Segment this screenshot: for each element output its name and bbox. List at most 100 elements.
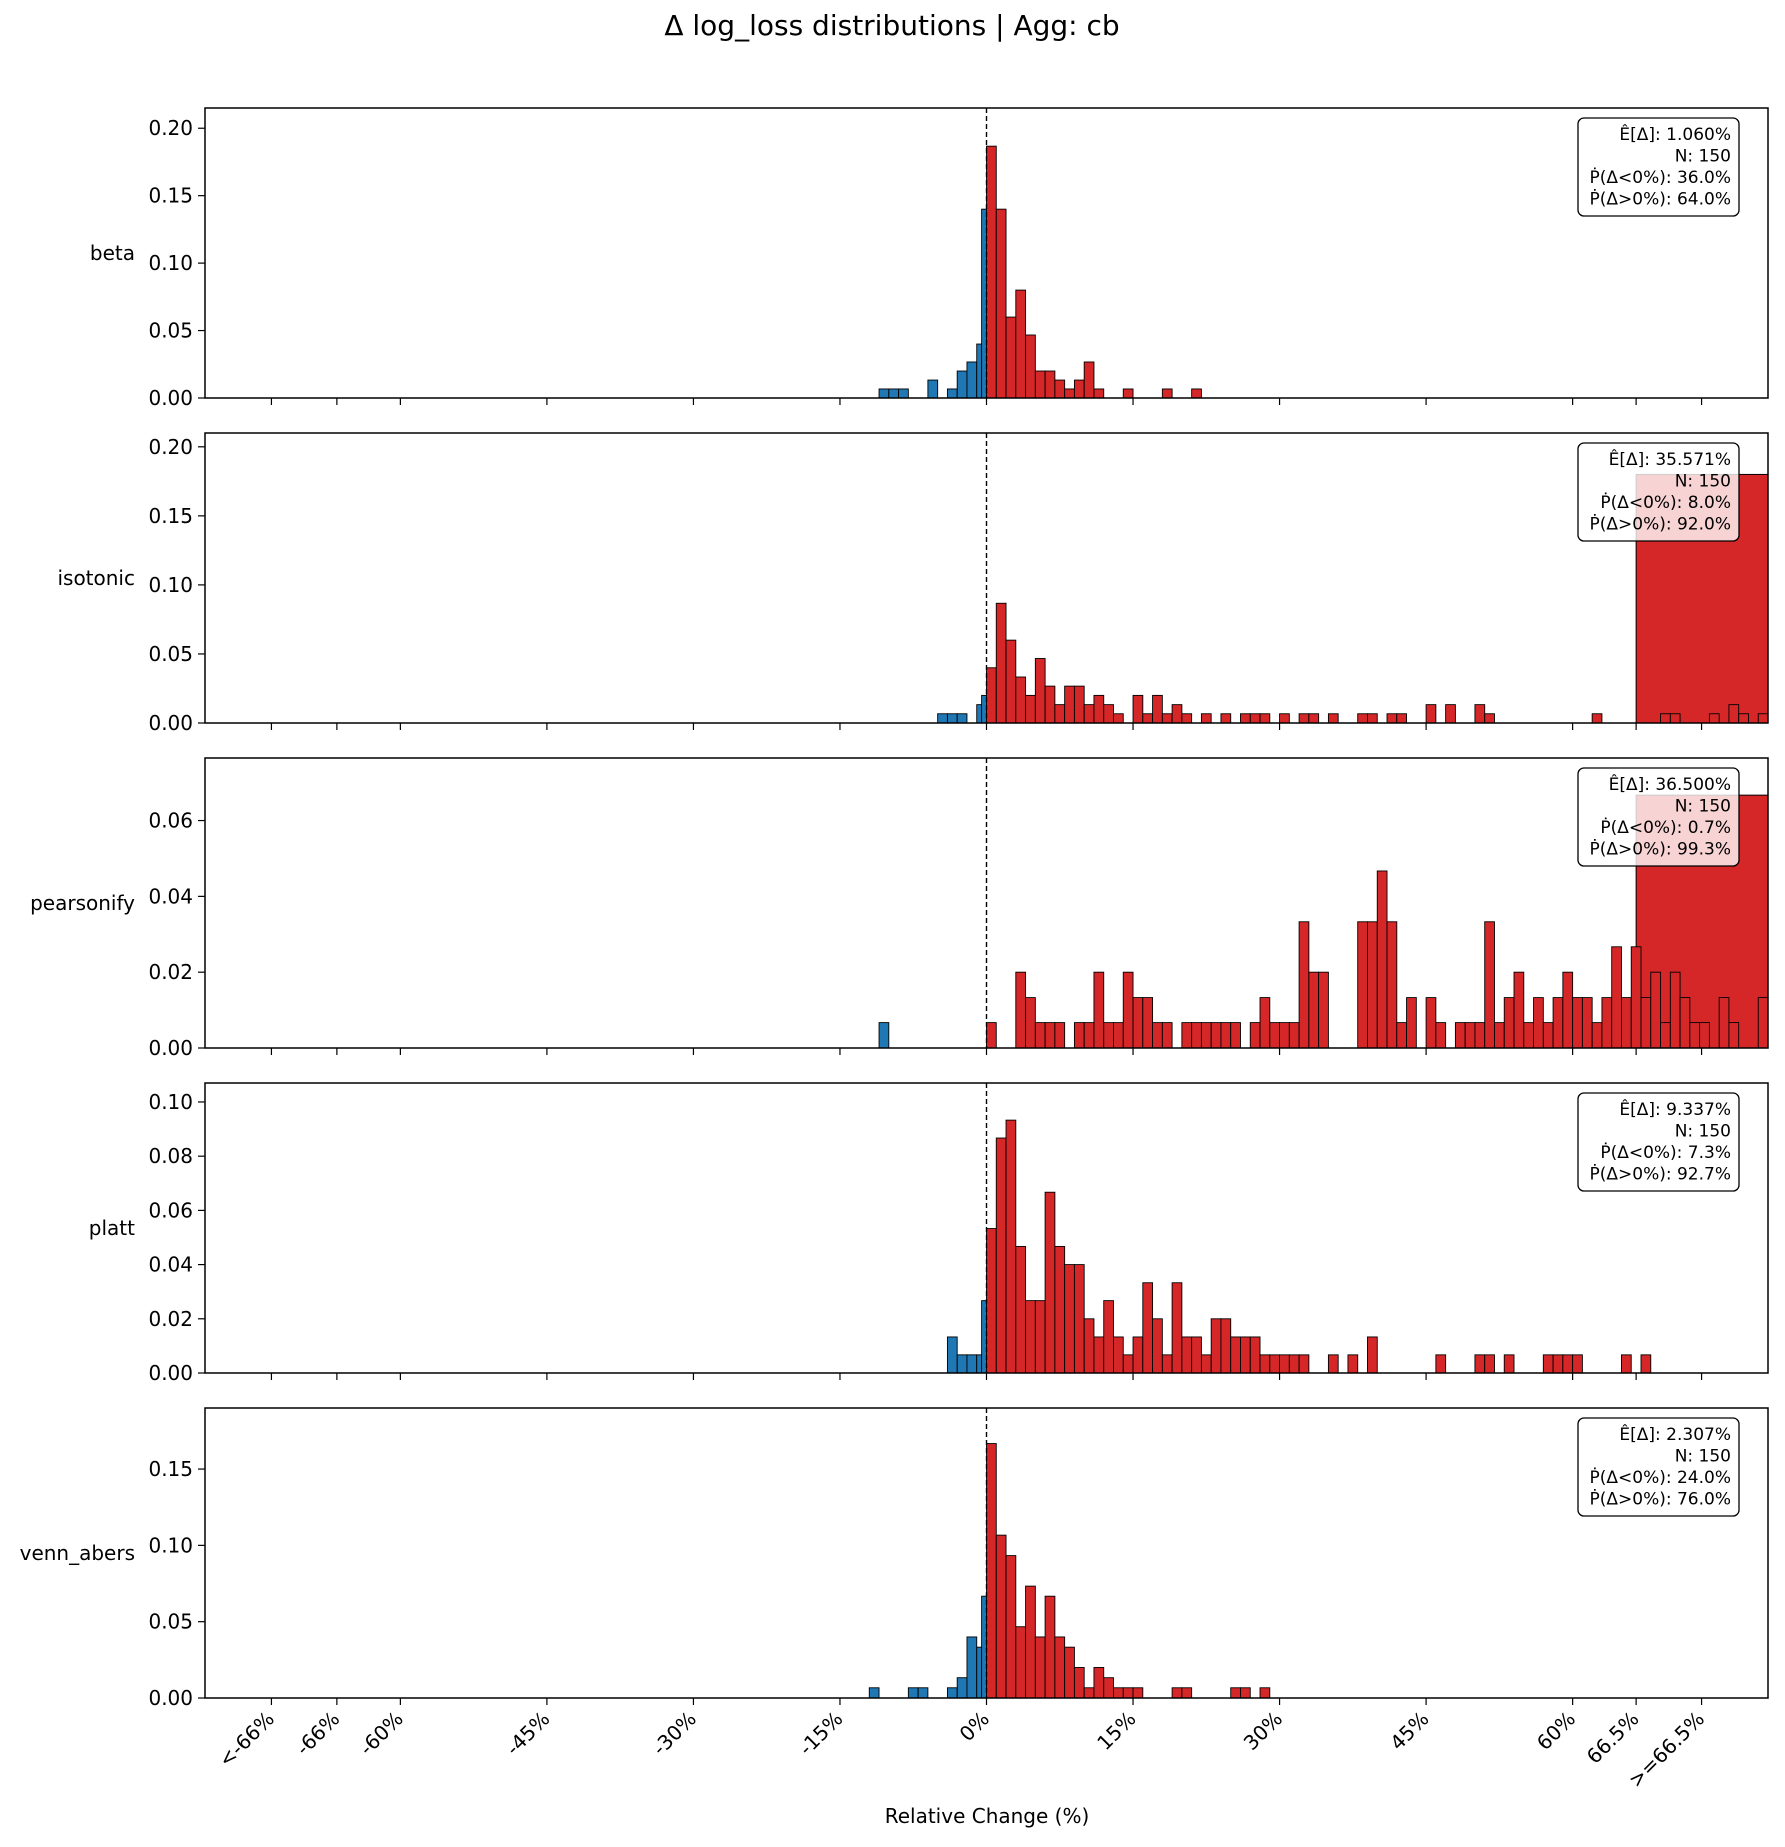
histogram-bar [1113, 1687, 1124, 1698]
y-tick-label: 0.20 [148, 116, 193, 140]
histogram-bar [1572, 1354, 1583, 1373]
histogram-bar [995, 1137, 1007, 1373]
histogram-bar [1757, 713, 1768, 723]
histogram-bar [1611, 946, 1622, 1048]
histogram-bar [1249, 1022, 1261, 1048]
stats-line: N: 150 [1675, 1447, 1731, 1467]
stats-line: Ṗ(Δ>0%): 99.3% [1590, 839, 1732, 860]
histogram-bar [1699, 1022, 1710, 1048]
stats-line: N: 150 [1675, 797, 1731, 817]
y-tick-label: 0.06 [148, 809, 193, 833]
stats-box [1577, 1092, 1740, 1192]
histogram-bar [1757, 997, 1768, 1048]
histogram-bar [1083, 1022, 1095, 1048]
histogram-bar [1152, 1318, 1163, 1373]
histogram-bar [1220, 1318, 1232, 1373]
histogram-bar [1542, 1022, 1554, 1048]
y-tick-label: 0.04 [148, 1253, 193, 1277]
histogram-bar [1161, 713, 1173, 723]
histogram-bar [1240, 713, 1251, 723]
histogram-bar [1083, 704, 1095, 723]
histogram-bar [1210, 1318, 1222, 1373]
histogram-bar [1669, 971, 1681, 1048]
histogram-bar [1161, 1354, 1173, 1373]
histogram-bar [1073, 685, 1085, 723]
histogram-bar [907, 1687, 919, 1698]
histogram-bar [1298, 1354, 1310, 1373]
y-tick-label: 0.10 [148, 251, 193, 275]
histogram-bar [1064, 388, 1075, 398]
y-tick-label: 0.05 [148, 642, 193, 666]
histogram-bar [1640, 997, 1652, 1048]
histogram-bar [1025, 1585, 1036, 1698]
histogram-bar [1240, 1336, 1251, 1373]
histogram-bar [1034, 658, 1046, 723]
histogram-bar [1015, 1245, 1027, 1373]
histogram-bar [986, 1443, 997, 1698]
histogram-bar [1044, 1595, 1056, 1698]
stats-line: Ṗ(Δ<0%): 7.3% [1600, 1142, 1731, 1163]
y-tick-label: 0.15 [148, 504, 193, 528]
histogram-bar [1552, 1354, 1564, 1373]
panel-venn_abers: 0.00 0.05 0.10 0.15 venn_abers Ê[Δ]: 2.307%N:… [20, 1407, 1769, 1710]
histogram-bar [1533, 997, 1544, 1048]
histogram-bar [1386, 921, 1398, 1048]
histogram-bar [1601, 997, 1613, 1048]
panel-isotonic: 0.00 0.05 0.10 0.15 0.20 isotonic Ê[Δ]: 35.571… [57, 432, 1769, 735]
histogram-bar [1484, 1354, 1495, 1373]
histogram-bar [1171, 1687, 1183, 1698]
histogram-bar [1113, 713, 1124, 723]
histogram-bar [956, 1677, 968, 1698]
y-tick-label: 0.00 [148, 386, 193, 410]
panel-platt: 0.00 0.02 0.04 0.06 0.08 0.10 platt Ê[Δ]: 9.337… [89, 1082, 1769, 1385]
histogram-bar [995, 1534, 1007, 1698]
histogram-bar [1093, 971, 1105, 1048]
histogram-bar [1054, 1636, 1066, 1698]
histogram-bar [1298, 713, 1310, 723]
histogram-bar [1503, 1354, 1515, 1373]
histogram-bar [1161, 1022, 1173, 1048]
histogram-bar [1025, 694, 1036, 723]
histogram-bar [1259, 997, 1271, 1048]
histogram-bar [1044, 1191, 1056, 1373]
y-tick-label: 0.00 [148, 1036, 193, 1060]
histogram-bar [1044, 370, 1056, 398]
histogram-bar [888, 388, 900, 398]
y-tick-label: 0.05 [148, 319, 193, 343]
panel-label: platt [89, 1216, 135, 1240]
y-tick-label: 0.08 [148, 1144, 193, 1168]
y-tick-label: 0.20 [148, 435, 193, 459]
panel-label: isotonic [57, 566, 135, 590]
histogram-bar [1435, 1022, 1447, 1048]
histogram-bar [1132, 997, 1144, 1048]
histogram-bar [1523, 1022, 1535, 1048]
histogram-bar [1474, 704, 1486, 723]
stats-line: Ṗ(Δ>0%): 64.0% [1590, 189, 1732, 210]
histogram-bar [1191, 1022, 1202, 1048]
histogram-bar [1562, 971, 1574, 1048]
histogram-bar [1660, 713, 1671, 723]
stats-line: Ṗ(Δ<0%): 36.0% [1590, 167, 1732, 188]
histogram-bar [1142, 713, 1154, 723]
x-axis-label: Relative Change (%) [885, 1804, 1090, 1828]
histogram-bars [946, 1119, 1652, 1373]
histogram-bar [1191, 1336, 1202, 1373]
histogram-bar [1142, 1282, 1154, 1373]
histogram-bar [1161, 388, 1173, 398]
histogram-bar [981, 1595, 987, 1698]
histogram-bar [1064, 1646, 1075, 1698]
histogram-bar [986, 667, 997, 723]
histogram-bar [1230, 1336, 1241, 1373]
histogram-bar [1015, 289, 1027, 398]
histogram-bar [878, 1022, 890, 1048]
histogram-bar [1015, 971, 1027, 1048]
histogram-bar [1288, 1354, 1300, 1373]
y-tick-label: 0.15 [148, 1457, 193, 1481]
panel-label: venn_abers [20, 1541, 135, 1565]
histogram-bar [1367, 1336, 1378, 1373]
histogram-bar [1679, 997, 1691, 1048]
y-tick-label: 0.05 [148, 1610, 193, 1634]
histogram-bar [1191, 388, 1202, 398]
histogram-bar [1230, 1687, 1241, 1698]
y-tick-label: 0.15 [148, 184, 193, 208]
